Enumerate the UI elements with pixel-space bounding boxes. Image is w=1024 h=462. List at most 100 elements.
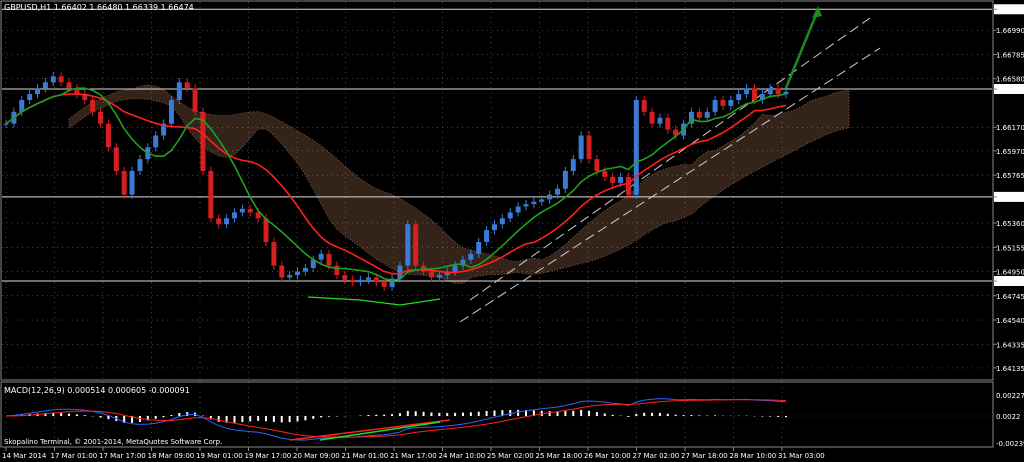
candle-body [468, 253, 474, 260]
candle-body [342, 275, 348, 280]
candle-body [610, 176, 616, 183]
price-tick-label: 1.64135 [996, 365, 1024, 373]
candle-body [334, 265, 340, 276]
candle-body [586, 135, 592, 160]
candle-body [413, 224, 419, 266]
price-tick-label: 1.65970 [996, 148, 1024, 156]
moving-averages [5, 87, 787, 282]
candle-body [751, 88, 757, 101]
candle-body [263, 218, 269, 242]
candle-body [381, 282, 387, 287]
candle-body [783, 91, 789, 95]
candle-body [499, 218, 505, 225]
candle-body [452, 265, 458, 272]
candle-body [657, 117, 663, 124]
symbol-header: GBPUSD,H1 1.66402 1.66480 1.66339 1.6647… [4, 3, 194, 12]
candles [3, 72, 789, 292]
candle-body [50, 76, 56, 83]
price-tick-label: 1.66990 [996, 27, 1024, 35]
candle-body [90, 100, 96, 112]
time-tick-label: 26 Mar 10:00 [584, 452, 631, 460]
candle-body [665, 117, 671, 130]
candle-body [82, 94, 88, 101]
candle-body [728, 100, 734, 106]
candle-body [736, 94, 742, 101]
candle-body [318, 253, 324, 260]
time-axis: 14 Mar 2014 17 Mar 01:00 17 Mar 17:00 18 Ma… [2, 447, 825, 460]
candle-body [555, 188, 561, 195]
time-tick-label: 27 Mar 18:00 [681, 452, 728, 460]
candle-body [105, 123, 111, 148]
macd-line [5, 398, 787, 441]
forecast-arrow [784, 9, 820, 89]
price-tick-label: 1.64950 [996, 269, 1024, 277]
price-tick-label: 1.66170 [996, 124, 1024, 132]
price-tick-label: 1.64745 [996, 293, 1024, 301]
candle-body [562, 170, 568, 189]
forecast-arrowhead [812, 6, 822, 18]
candle-body [397, 265, 403, 279]
candle-body [358, 279, 364, 283]
macd-tick-label: 0.00227 [996, 392, 1024, 400]
candle-body [58, 76, 64, 83]
candle-body [436, 275, 442, 278]
time-tick-label: 21 Mar 01:00 [342, 452, 389, 460]
grid-lines [2, 2, 992, 446]
candle-body [373, 277, 379, 283]
candle-body [775, 88, 781, 95]
support-line [307, 296, 441, 306]
time-tick-label: 20 Mar 09:00 [293, 452, 340, 460]
candle-body [602, 170, 608, 177]
macd-label: MACD(12,26,9) 0.000514 0.000605 -0.00009… [4, 386, 190, 395]
candle-body [484, 230, 490, 242]
candle-body [570, 159, 576, 171]
candle-body [704, 111, 710, 118]
time-tick-label: 14 Mar 2014 [2, 452, 47, 460]
candle-body [302, 267, 308, 272]
candle-body [767, 88, 773, 95]
candle-body [295, 271, 301, 276]
candle-body [507, 212, 513, 219]
time-tick-label: 21 Mar 17:00 [390, 452, 437, 460]
channel-line-upper [469, 17, 871, 301]
candle-body [618, 176, 624, 183]
candle-body [287, 275, 293, 278]
candle-body [539, 199, 545, 202]
candle-body [523, 204, 529, 207]
candle-body [578, 135, 584, 160]
price-tick-label: 1.66493 [996, 86, 1024, 94]
candle-body [279, 265, 285, 278]
price-level-box [994, 4, 1024, 15]
candle-body [168, 100, 174, 124]
price-tick-label: 1.66785 [996, 51, 1024, 59]
candle-body [200, 111, 206, 171]
price-tick-label: 1.64335 [996, 341, 1024, 349]
candle-body [759, 94, 765, 101]
macd-tick-label: 0.0022 [996, 413, 1021, 421]
candle-body [350, 279, 356, 283]
candle-body [271, 241, 277, 266]
candle-body [137, 159, 143, 171]
time-tick-label: 19 Mar 17:00 [245, 452, 292, 460]
candle-body [365, 277, 371, 280]
price-tick-label: 1.65765 [996, 172, 1024, 180]
candle-body [153, 135, 159, 148]
candle-body [121, 170, 127, 195]
macd-signal-line [5, 399, 787, 438]
candle-body [594, 159, 600, 171]
candle-body [176, 82, 182, 101]
candle-body [326, 253, 332, 266]
cloud-area [68, 84, 850, 284]
macd-panel: 0.00227 0.0022 -0.00239 [2, 392, 1024, 448]
candle-body [239, 208, 245, 213]
candle-body [688, 111, 694, 124]
candle-body [428, 271, 434, 278]
candle-body [405, 224, 411, 266]
candle-body [3, 123, 9, 125]
time-tick-label: 17 Mar 01:00 [51, 452, 98, 460]
candle-body [231, 212, 237, 219]
candle-body [744, 88, 750, 95]
candle-body [19, 100, 25, 112]
candle-body [98, 111, 104, 124]
